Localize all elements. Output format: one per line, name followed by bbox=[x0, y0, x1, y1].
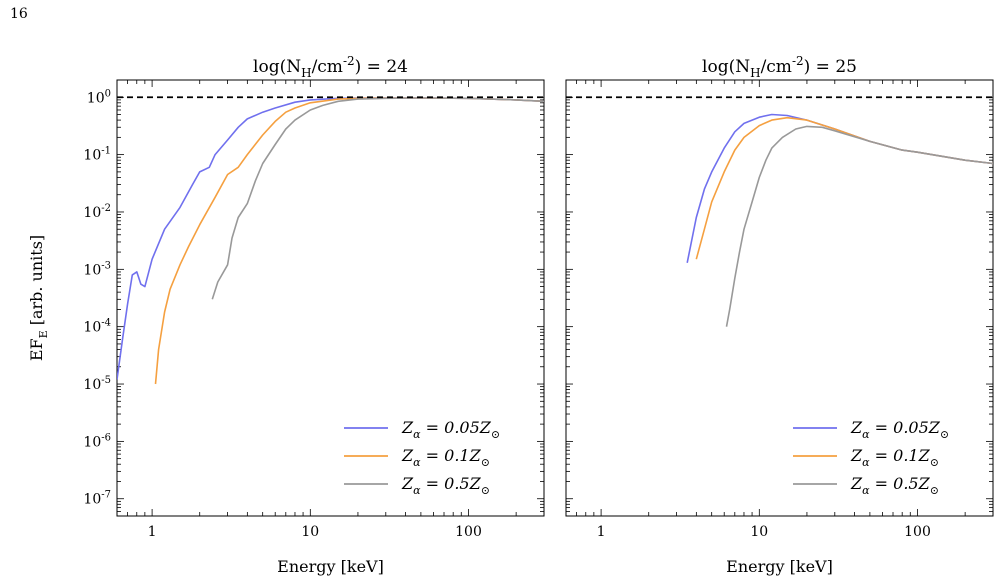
panel-left: 1 10 100 100 10-1 10-2 10-3 10-4 10-5 10-6 10-7 log… bbox=[27, 54, 545, 576]
x-tick-label: 10 bbox=[301, 524, 319, 540]
y-tick-label: 10-3 bbox=[83, 260, 111, 278]
x-axis-label: Energy [keV] bbox=[726, 557, 833, 576]
plot-frame bbox=[116, 79, 545, 517]
y-axis-label: EFE [arb. units] bbox=[27, 235, 50, 361]
series-line-2 bbox=[725, 125, 993, 327]
x-tick-label: 1 bbox=[597, 524, 606, 540]
page-number: 16 bbox=[10, 6, 28, 22]
legend-entry: Zα = 0.5Z⊙ bbox=[850, 474, 939, 497]
panel-title: log(NH/cm-2) = 24 bbox=[253, 54, 408, 80]
legend-entry: Zα = 0.05Z⊙ bbox=[850, 418, 949, 441]
series-line-2 bbox=[211, 97, 544, 300]
series-line-1 bbox=[695, 116, 993, 260]
y-tick-label: 10-2 bbox=[83, 203, 111, 221]
x-tick-label: 100 bbox=[904, 524, 931, 540]
legend-entry: Zα = 0.05Z⊙ bbox=[401, 418, 500, 441]
series-group bbox=[117, 97, 544, 385]
series-group bbox=[686, 113, 993, 327]
y-tick-label: 10-6 bbox=[83, 432, 111, 450]
y-tick-label: 100 bbox=[87, 88, 111, 106]
x-tick-label: 10 bbox=[750, 524, 768, 540]
legend-entry: Zα = 0.1Z⊙ bbox=[401, 446, 490, 469]
plot-frame bbox=[565, 79, 994, 517]
y-tick-label: 10-5 bbox=[83, 375, 111, 393]
panel-title: log(NH/cm-2) = 25 bbox=[702, 54, 857, 80]
y-tick-label: 10-7 bbox=[83, 490, 111, 508]
legend-entry: Zα = 0.5Z⊙ bbox=[401, 474, 490, 497]
series-line-0 bbox=[686, 113, 993, 263]
legend-entry: Zα = 0.1Z⊙ bbox=[850, 446, 939, 469]
x-tick-label: 1 bbox=[148, 524, 157, 540]
series-line-1 bbox=[154, 97, 544, 385]
y-tick-label: 10-4 bbox=[83, 318, 111, 336]
series-line-0 bbox=[117, 97, 544, 380]
x-axis-label: Energy [keV] bbox=[277, 557, 384, 576]
x-tick-label: 100 bbox=[455, 524, 482, 540]
panel-right: 1 10 100 log(NH/cm-2) = 25 Energy [keV] Zα = … bbox=[565, 54, 994, 576]
y-tick-label: 10-1 bbox=[83, 146, 111, 164]
